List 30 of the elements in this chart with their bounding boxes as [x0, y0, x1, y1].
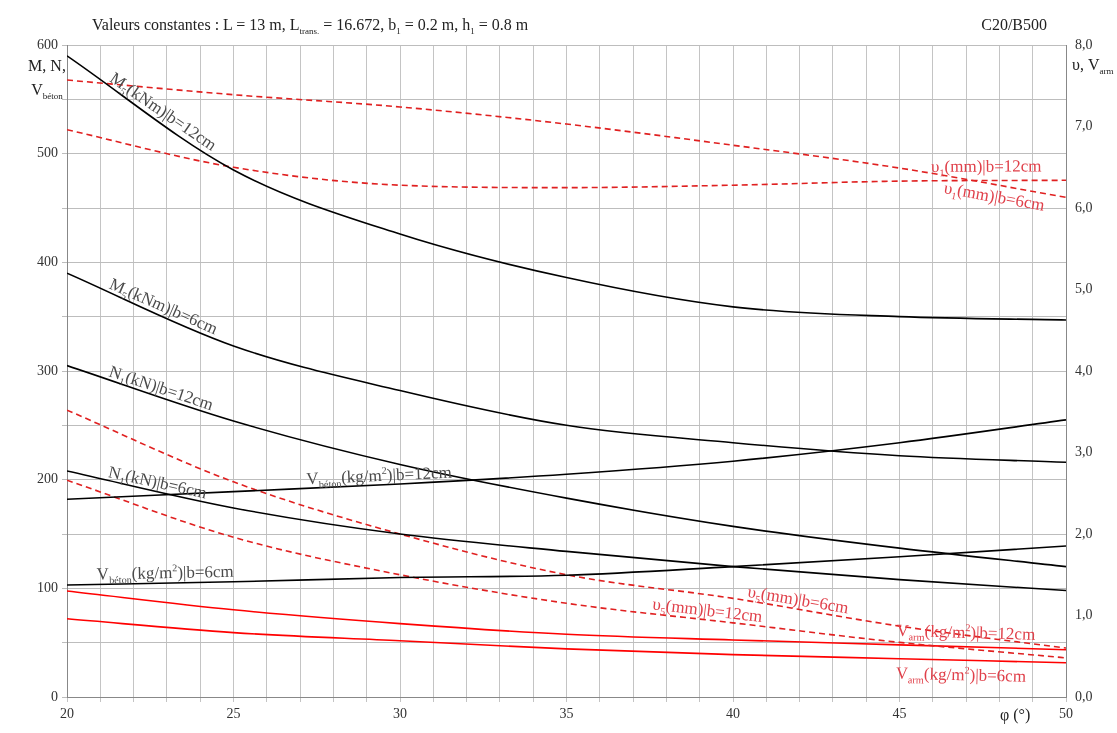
y-tick-label: 200 — [37, 471, 58, 487]
x-tick-label: 50 — [1059, 706, 1073, 722]
x-tick-label: 35 — [559, 706, 574, 722]
y-tick-label: 500 — [37, 145, 58, 161]
text: C20/B500 — [981, 16, 1047, 34]
y2-tick-label: 8,0 — [1075, 36, 1093, 52]
y-tick-label: 400 — [37, 254, 58, 270]
chart-title: Valeurs constantes : L = 13 m, L$_{trans.}$ = 16.672, b$_{1}$ = 0.2 m, h$_{1}$ = 0.8 m — [92, 16, 529, 37]
y-tick-label: 0 — [51, 688, 58, 704]
y2-tick-label: 7,0 — [1075, 118, 1093, 134]
y2-tick-label: 6,0 — [1075, 199, 1093, 215]
y-tick-label: 600 — [37, 36, 58, 52]
x-tick-label: 40 — [726, 706, 740, 722]
text: υ1(mm)|b=6cm — [942, 178, 1047, 215]
series-label: Vbéton(kg/m2)|b=12cm — [305, 462, 453, 490]
y2-tick-label: 4,0 — [1075, 362, 1093, 378]
y-axis-title: M, N, V$_{béton}$ — [27, 56, 67, 104]
y2-tick-label: 5,0 — [1075, 281, 1093, 297]
y2-tick-label: 1,0 — [1075, 607, 1093, 623]
x-tick-label: 20 — [60, 706, 74, 722]
y2-tick-label: 3,0 — [1075, 444, 1093, 460]
x-tick-label: 30 — [393, 706, 407, 722]
y2-axis-title: υ, V$_{arm}$ — [1072, 56, 1114, 77]
y-tick-label: 300 — [37, 362, 58, 378]
x-tick-label: 45 — [892, 706, 907, 722]
y-tick-label: 100 — [37, 580, 58, 596]
x-tick-label: 25 — [226, 706, 241, 722]
y2-tick-label: 2,0 — [1075, 525, 1093, 541]
x-axis-title: φ (°) — [1000, 706, 1031, 724]
y2-tick-label: 0,0 — [1075, 688, 1093, 704]
